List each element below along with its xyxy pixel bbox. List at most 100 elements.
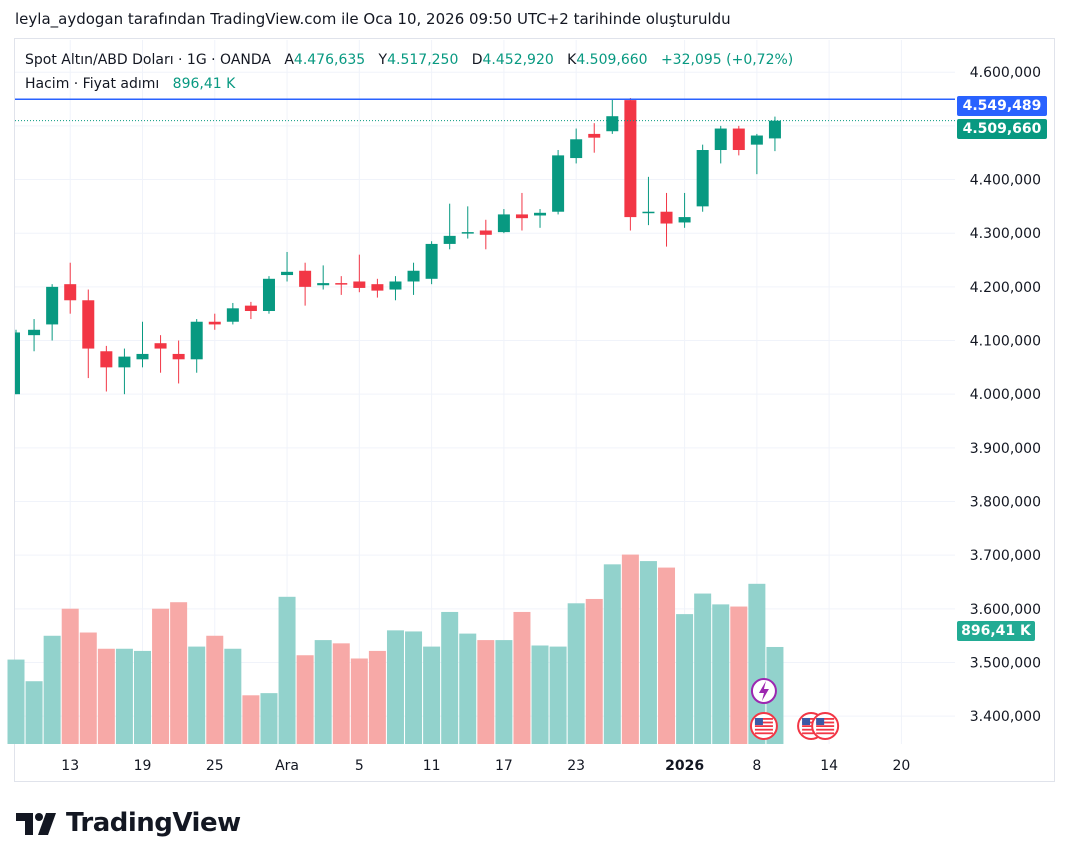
y-axis-tick-label: 3.500,000: [970, 656, 1041, 672]
candle-body[interactable]: [624, 100, 637, 218]
volume-bar: [495, 640, 513, 744]
candle-body[interactable]: [262, 278, 275, 312]
candle-body[interactable]: [118, 356, 131, 368]
us-flag-stripe: [754, 725, 773, 727]
candle-body[interactable]: [82, 300, 95, 349]
candle-body[interactable]: [317, 283, 330, 286]
volume-bar: [296, 655, 314, 744]
us-flag-stripe: [816, 732, 835, 735]
candle-body[interactable]: [299, 270, 312, 287]
chart-frame: [14, 38, 1055, 782]
candle-body[interactable]: [570, 139, 583, 159]
candle-body[interactable]: [696, 150, 709, 207]
legend-high-value: 4.517,250: [387, 52, 459, 68]
candle-body[interactable]: [588, 133, 601, 138]
volume-bar: [459, 633, 477, 744]
x-axis-tick-label: 23: [567, 758, 585, 774]
candle-body[interactable]: [732, 128, 745, 151]
candle-body[interactable]: [335, 283, 348, 285]
volume-bar: [368, 650, 386, 744]
candle-body[interactable]: [154, 343, 167, 349]
x-axis-tick-label: 8: [752, 758, 761, 774]
us-flag-canton: [816, 718, 825, 725]
candle-body[interactable]: [281, 271, 294, 276]
y-axis-tick-label: 4.600,000: [970, 65, 1041, 81]
volume-bar: [676, 614, 694, 744]
candle-body[interactable]: [497, 214, 510, 233]
us-flag-stripe: [802, 728, 821, 731]
legend-close-value: 4.509,660: [576, 52, 648, 68]
us-flag-stripe: [802, 718, 821, 720]
candle-body[interactable]: [425, 243, 438, 279]
candle-body[interactable]: [606, 116, 619, 132]
x-axis-tick-label: 13: [61, 758, 79, 774]
us-flag-stripe: [816, 721, 835, 724]
legend-high-label: Y: [378, 52, 388, 68]
volume-bar: [206, 635, 224, 744]
candle-body[interactable]: [768, 120, 781, 139]
candle-body[interactable]: [389, 281, 402, 290]
candle-body[interactable]: [353, 281, 366, 288]
candle-body[interactable]: [244, 305, 257, 312]
tradingview-logo-icon: [16, 813, 56, 835]
candle-body[interactable]: [226, 308, 239, 322]
candle-body[interactable]: [64, 284, 77, 301]
us-flag-stripe: [754, 728, 773, 731]
us-flag-event-icon[interactable]: [811, 712, 840, 740]
y-axis-tick-label: 4.100,000: [970, 334, 1041, 350]
candle-body[interactable]: [136, 353, 149, 360]
candle-body[interactable]: [461, 232, 474, 234]
candle-body[interactable]: [534, 212, 547, 216]
candle-body[interactable]: [552, 155, 565, 212]
legend-symbol[interactable]: Spot Altın/ABD Doları · 1G · OANDA: [25, 52, 271, 68]
tradingview-logo-text: TradingView: [66, 808, 241, 838]
candle-body[interactable]: [443, 235, 456, 244]
candle-body[interactable]: [172, 353, 185, 360]
volume-bar: [278, 596, 296, 744]
candle-body[interactable]: [190, 321, 203, 360]
volume-bar: [621, 554, 639, 744]
volume-bar: [603, 564, 621, 744]
volume-bar: [7, 659, 25, 744]
volume-bar: [441, 611, 459, 744]
us-flag-event-icon[interactable]: [749, 712, 778, 740]
candle-body[interactable]: [407, 270, 420, 282]
candle-body[interactable]: [479, 230, 492, 235]
x-axis-tick-label: 11: [423, 758, 441, 774]
y-axis-tick-label: 4.300,000: [970, 226, 1041, 242]
candle-body[interactable]: [660, 211, 673, 224]
volume-bar: [152, 608, 170, 744]
candle-body[interactable]: [208, 321, 221, 325]
candle-body[interactable]: [46, 286, 59, 325]
volume-bar: [242, 695, 260, 744]
candle-body[interactable]: [28, 329, 41, 336]
us-flag-canton: [802, 718, 811, 725]
candle-body[interactable]: [750, 135, 763, 145]
legend-low-value: 4.452,920: [482, 52, 554, 68]
candle-body[interactable]: [15, 332, 20, 395]
candle-body[interactable]: [515, 214, 528, 219]
us-flag-stripe: [754, 721, 773, 724]
y-axis-tick-label: 4.400,000: [970, 173, 1041, 189]
candle-body[interactable]: [714, 128, 727, 151]
lightning-glyph: [758, 681, 769, 701]
attribution-header: leyla_aydogan tarafından TradingView.com…: [15, 10, 731, 28]
x-axis-tick-label: 5: [355, 758, 364, 774]
volume-bar: [549, 646, 567, 744]
volume-bar: [386, 630, 404, 744]
x-axis-tick-label: 19: [134, 758, 152, 774]
legend-volume-title[interactable]: Hacim · Fiyat adımı: [25, 76, 160, 92]
us-flag-stripe: [816, 728, 835, 731]
x-axis-tick-label: 25: [206, 758, 224, 774]
horizontal-line-price-tag[interactable]: 4.549,489: [957, 96, 1047, 116]
candle-body[interactable]: [371, 284, 384, 291]
candle-body[interactable]: [678, 217, 691, 223]
us-flag-stripe: [802, 732, 821, 735]
legend-open-value: 4.476,635: [293, 52, 366, 68]
candle-body[interactable]: [100, 351, 113, 368]
us-flag-stripe: [754, 718, 773, 720]
tradingview-logo[interactable]: TradingView: [16, 808, 241, 838]
x-axis-tick-label: 14: [820, 758, 838, 774]
candle-body[interactable]: [642, 211, 655, 214]
